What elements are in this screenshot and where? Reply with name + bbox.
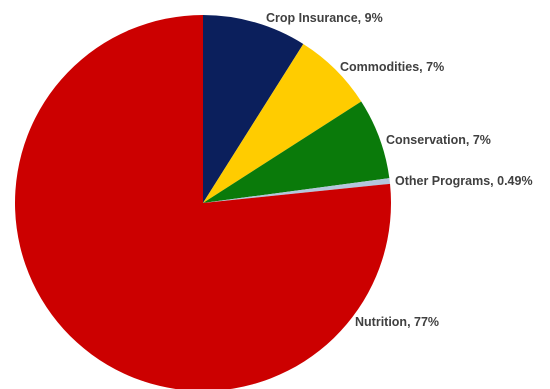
pie-labels: Crop Insurance, 9% Commodities, 7% Conse…	[266, 11, 533, 329]
slice-conservation	[203, 101, 390, 203]
pie-slices	[15, 15, 391, 389]
label-nutrition: Nutrition, 77%	[355, 315, 439, 329]
label-other-programs: Other Programs, 0.49%	[395, 174, 533, 188]
label-commodities: Commodities, 7%	[340, 60, 444, 74]
slice-commodities	[203, 43, 362, 203]
slice-nutrition	[15, 15, 391, 389]
slice-crop-insurance	[203, 15, 304, 203]
label-conservation: Conservation, 7%	[386, 133, 491, 147]
label-crop-insurance: Crop Insurance, 9%	[266, 11, 383, 25]
slice-other-programs	[203, 178, 391, 203]
